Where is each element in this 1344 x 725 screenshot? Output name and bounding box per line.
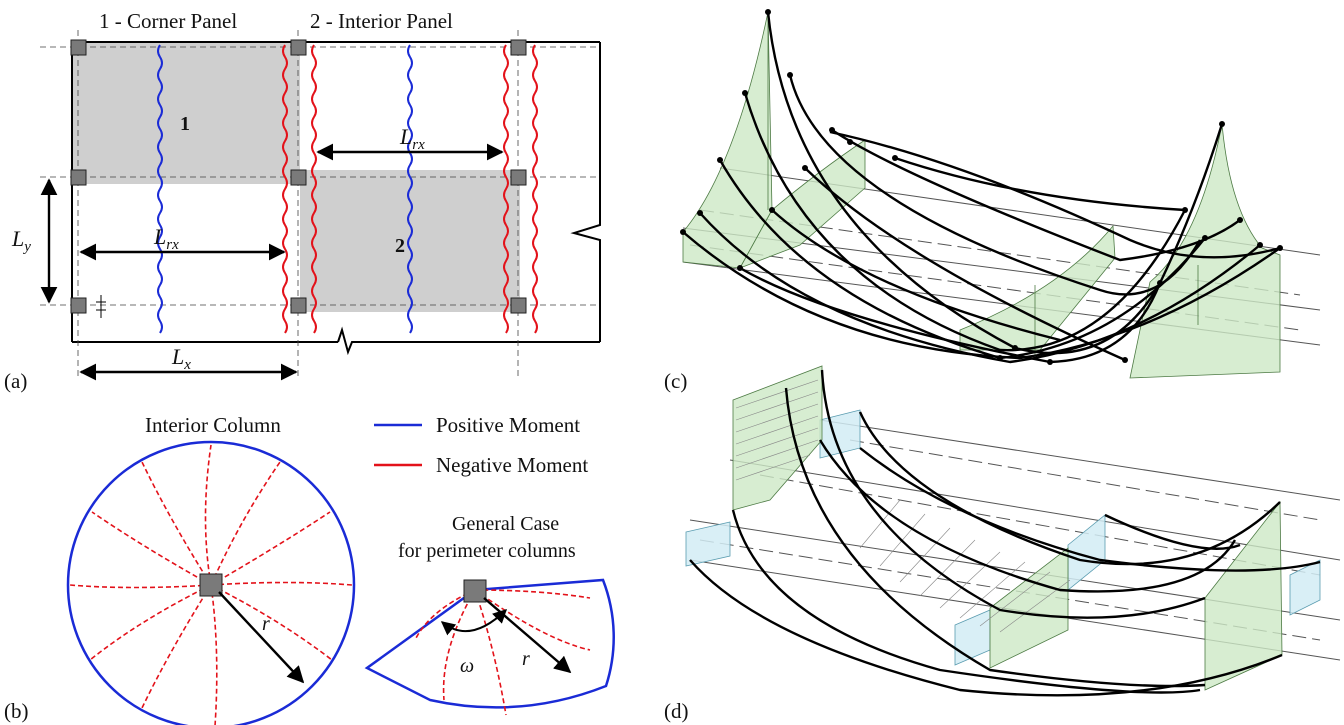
- panel1-shade: [72, 42, 300, 184]
- column-square: [510, 169, 527, 186]
- dim-lrx-top-label: Lrx: [399, 124, 425, 153]
- positive-moment-strips: [157, 44, 413, 334]
- general-case-title-1: General Case: [452, 513, 559, 535]
- general-column-square: [463, 579, 487, 603]
- c-moment-curves: [682, 11, 1281, 364]
- column-square: [70, 297, 87, 314]
- column-square: [70, 169, 87, 186]
- title-interior-panel: 2 - Interior Panel: [310, 9, 453, 33]
- panel-c-label: (c): [664, 369, 687, 393]
- legend-negative-label: Negative Moment: [436, 453, 588, 477]
- panel-b-label: (b): [4, 699, 29, 723]
- radius-arrow: [218, 591, 305, 684]
- panel-d-label: (d): [664, 699, 689, 723]
- negative-moment-strips: [282, 44, 538, 334]
- column-square: [510, 39, 527, 56]
- general-yield-lines: [414, 589, 591, 716]
- panel-a-label: (a): [4, 369, 27, 393]
- interior-column-square: [199, 573, 223, 597]
- interior-column-circle: [66, 440, 356, 725]
- columns: [70, 39, 527, 314]
- column-square: [290, 39, 307, 56]
- legend: Positive Moment Negative Moment: [374, 413, 588, 477]
- legend-positive-label: Positive Moment: [436, 413, 580, 437]
- radius-label-interior: r: [262, 613, 270, 635]
- d-green-planes: [732, 365, 1283, 691]
- dim-lrx-left-label: Lrx: [153, 224, 179, 253]
- c-plane-verticals: [767, 12, 1199, 355]
- panel-a: 1 - Corner Panel 2 - Interior Panel 1 2 …: [4, 9, 601, 393]
- grid-lines: [40, 30, 600, 380]
- dim-ly-label: Ly: [11, 226, 31, 255]
- column-square: [290, 297, 307, 314]
- c-green-planes: [682, 11, 1281, 379]
- column-square: [290, 169, 307, 186]
- dim-lx-label: Lx: [171, 344, 191, 373]
- title-corner-panel: 1 - Corner Panel: [99, 9, 237, 33]
- corner-detail: [96, 295, 106, 318]
- interior-yield-lines: [69, 444, 353, 725]
- panel2-number: 2: [395, 235, 405, 257]
- general-case-title-2: for perimeter columns: [398, 540, 576, 562]
- panel-b: Interior Column r General Case for perim…: [4, 413, 615, 725]
- interior-column-title: Interior Column: [145, 413, 281, 437]
- panel1-number: 1: [180, 113, 190, 135]
- angle-arc: [440, 609, 508, 636]
- radius-label-general: r: [522, 648, 530, 670]
- d-moment-curves: [689, 369, 1321, 697]
- radius-arrow-general: [483, 597, 572, 674]
- general-case-sector: [364, 578, 615, 709]
- angle-label: ω: [460, 655, 474, 677]
- panel-c: (c): [664, 9, 1321, 393]
- column-square: [510, 297, 527, 314]
- dimension-arrows: [40, 143, 504, 381]
- panel2-shade: [300, 170, 520, 312]
- column-square: [70, 39, 87, 56]
- c-nodes: [680, 9, 1283, 365]
- panel-d: (d): [664, 365, 1341, 723]
